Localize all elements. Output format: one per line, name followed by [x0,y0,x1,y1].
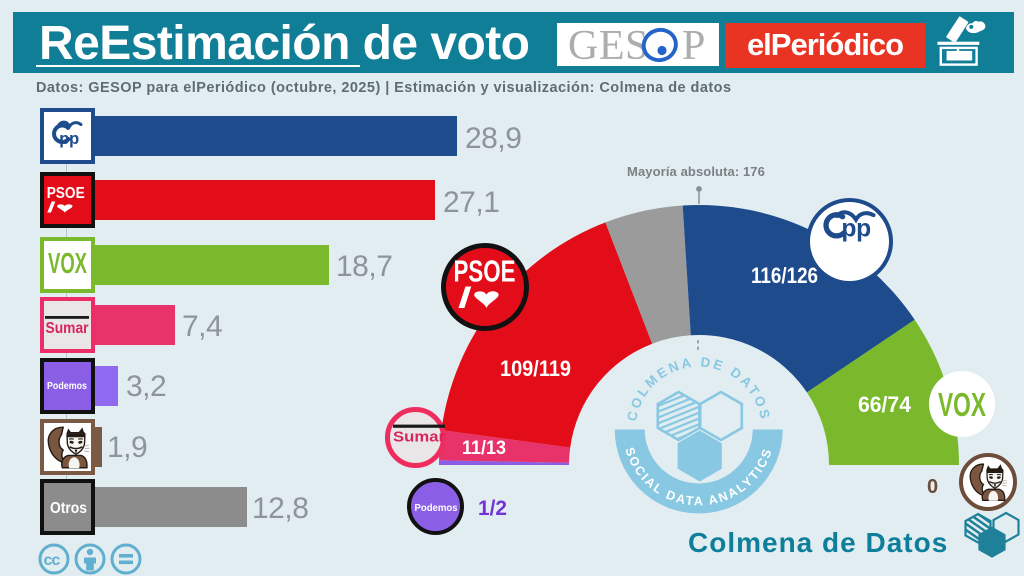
svg-text:109/119: 109/119 [500,356,571,381]
svg-text:VOX: VOX [938,386,986,423]
svg-text:Sumar: Sumar [393,430,445,446]
svg-text:Podemos: Podemos [47,380,87,392]
svg-text:VOX: VOX [48,248,87,280]
svg-text:cc: cc [44,552,61,569]
svg-text:1/2: 1/2 [478,497,507,520]
svg-text:GES: GES [568,23,649,66]
svg-text:11/13: 11/13 [462,438,506,459]
svg-text:Otros: Otros [50,500,87,517]
svg-text:pp: pp [59,130,79,148]
svg-text:PSOE: PSOE [47,185,85,202]
svg-text:PSOE: PSOE [454,254,516,289]
svg-text:Sumar: Sumar [46,320,89,337]
svg-text:/♥: /♥ [458,283,501,315]
svg-text:66/74: 66/74 [858,392,912,417]
svg-text:Podemos: Podemos [414,502,457,513]
svg-text:116/126: 116/126 [751,263,818,288]
svg-text:P: P [682,23,705,66]
svg-text:/♥: /♥ [47,201,74,217]
